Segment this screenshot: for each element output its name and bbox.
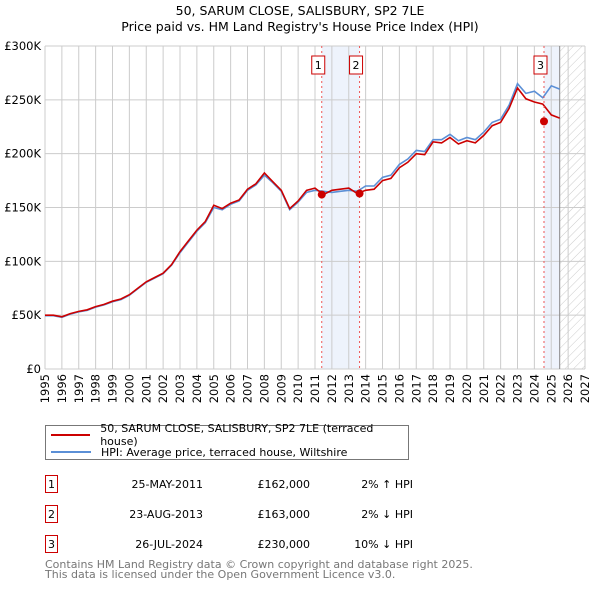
x-tick-label: 2013 <box>342 374 356 403</box>
legend: 50, SARUM CLOSE, SALISBURY, SP2 7LE (ter… <box>45 422 409 460</box>
footer: Contains HM Land Registry data © Crown c… <box>45 558 473 581</box>
x-tick-label: 2017 <box>409 374 423 403</box>
y-tick-label: £100K <box>4 254 41 268</box>
x-tick-label: 1996 <box>55 374 69 403</box>
x-tick-label: 2023 <box>511 374 525 403</box>
y-tick-label: £0 <box>26 362 41 376</box>
sale-row: 2 23-AUG-2013 £163,000 2% ↓ HPI <box>45 505 413 525</box>
x-tick-label: 2000 <box>122 374 136 403</box>
x-tick-label: 2007 <box>241 374 255 403</box>
x-tick-label: 2003 <box>173 374 187 403</box>
chart-subtitle: Price paid vs. HM Land Registry's House … <box>121 19 479 34</box>
property-price-line <box>45 86 560 318</box>
footer-line-1: Contains HM Land Registry data © Crown c… <box>45 558 473 571</box>
sale-badge <box>311 55 326 75</box>
footer-line-2: This data is licensed under the Open Gov… <box>45 568 396 581</box>
sale-hpi-diff: 2% ↑ HPI <box>361 478 413 491</box>
sale-badge-label: 2 <box>353 59 360 72</box>
x-tick-label: 2016 <box>392 374 406 403</box>
x-tick-label: 1998 <box>89 374 103 403</box>
sale-badge-label: 1 <box>315 59 322 72</box>
legend-red-line <box>51 434 91 436</box>
x-tick-label: 2012 <box>325 374 339 403</box>
x-tick-label: 2015 <box>376 374 390 403</box>
x-tick-label: 2002 <box>156 374 170 403</box>
y-tick-label: £150K <box>4 201 41 215</box>
sale-row: 1 25-MAY-2011 £162,000 2% ↑ HPI <box>45 475 413 495</box>
x-tick-label: 2001 <box>139 374 153 403</box>
x-tick-label: 2011 <box>308 374 322 403</box>
x-tick-label: 2026 <box>561 374 575 403</box>
sale-date: 25-MAY-2011 <box>131 478 203 491</box>
sale-row: 3 26-JUL-2024 £230,000 10% ↓ HPI <box>45 535 413 555</box>
x-tick-label: 1997 <box>72 374 86 403</box>
x-tick-label: 2014 <box>359 374 373 403</box>
sale-badge-label: 3 <box>537 59 544 72</box>
sale-price: £162,000 <box>257 478 311 491</box>
x-tick-label: 2009 <box>274 374 288 403</box>
x-tick-label: 2004 <box>190 374 204 403</box>
y-tick-label: £200K <box>4 147 41 161</box>
sale-hpi-diff: 2% ↓ HPI <box>361 508 413 521</box>
x-tick-label: 2010 <box>291 374 305 403</box>
x-tick-label: 2018 <box>426 374 440 403</box>
x-tick-label: 2024 <box>527 374 541 403</box>
sale-point <box>539 117 548 126</box>
y-tick-label: £250K <box>4 93 41 107</box>
x-tick-label: 2006 <box>224 374 238 403</box>
sale-row-badge: 2 <box>45 505 58 523</box>
x-tick-label: 2027 <box>578 374 592 403</box>
chart-title: 50, SARUM CLOSE, SALISBURY, SP2 7LE <box>175 3 425 18</box>
sale-hpi-diff: 10% ↓ HPI <box>354 538 413 551</box>
plot-area: 1995 1996 1997 1998 1999 2000 2001 2002 2003 2004… <box>4 39 592 403</box>
legend-hpi: HPI: Average price, terraced house, Wilt… <box>101 445 348 459</box>
legend-blue-line <box>51 451 91 453</box>
y-tick-label: £50K <box>12 308 42 322</box>
sale-price: £163,000 <box>257 508 311 521</box>
sale-date: 23-AUG-2013 <box>129 508 203 521</box>
x-tick-label: 2021 <box>477 374 491 403</box>
legend-property: 50, SARUM CLOSE, SALISBURY, SP2 7LE (ter… <box>100 422 374 448</box>
x-tick-label: 1995 <box>38 374 52 403</box>
sale-price: £230,000 <box>257 538 311 551</box>
x-tick-label: 2025 <box>544 374 558 403</box>
x-tick-label: 2008 <box>257 374 271 403</box>
sale-point <box>355 189 364 198</box>
x-tick-label: 2022 <box>494 374 508 403</box>
y-tick-label: £300K <box>4 39 41 53</box>
sale-row-badge: 1 <box>45 475 58 493</box>
sale-point <box>317 190 326 199</box>
x-tick-label: 1999 <box>106 374 120 403</box>
x-tick-label: 2005 <box>207 374 221 403</box>
x-tick-label: 2020 <box>460 374 474 403</box>
sale-date: 26-JUL-2024 <box>135 538 203 551</box>
sale-badge <box>349 55 364 75</box>
hpi-line <box>45 82 560 319</box>
sale-row-badge: 3 <box>45 535 58 553</box>
sale-badge <box>533 55 548 75</box>
x-tick-label: 2019 <box>443 374 457 403</box>
